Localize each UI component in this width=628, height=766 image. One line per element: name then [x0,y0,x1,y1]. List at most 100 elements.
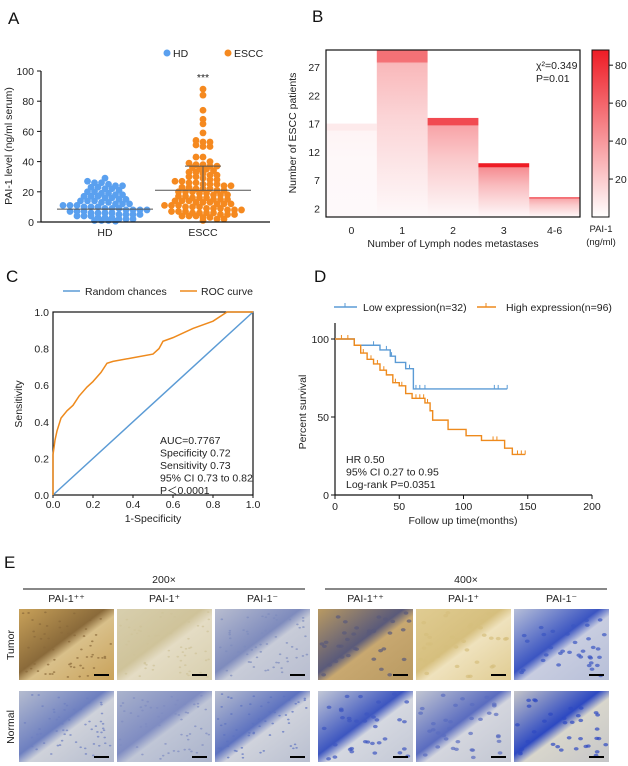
cell-nucleus [146,642,149,645]
cell-nucleus [185,734,189,737]
y-tick-label: 60 [22,126,34,138]
cell-nucleus [205,732,208,735]
legend-escc-marker [224,49,232,57]
cell-nucleus [280,667,283,670]
cell-nucleus [217,747,220,750]
cell-nucleus [372,724,378,729]
legend-hd-marker [163,49,171,57]
cell-nucleus [58,744,62,747]
cell-nucleus [526,704,532,708]
data-point-escc [161,201,168,209]
ihc-image-tissue [117,691,212,762]
cell-nucleus [232,735,235,738]
cell-nucleus [188,670,191,673]
cell-nucleus [278,653,282,656]
cell-nucleus [435,654,441,659]
cell-nucleus [228,637,232,640]
cell-nucleus [141,699,144,702]
x-tick-label: 200 [583,501,601,513]
cell-nucleus [423,632,429,637]
cell-nucleus [27,646,30,649]
cell-nucleus [258,725,261,728]
cell-nucleus [65,704,69,707]
cell-nucleus [448,720,453,724]
data-point-escc [171,177,179,185]
cell-nucleus [66,676,70,678]
column-label: PAI-1⁻ [546,593,577,605]
cell-nucleus [387,631,393,635]
cell-nucleus [183,664,187,667]
cell-nucleus [141,753,144,756]
data-point-escc [238,206,245,214]
cell-nucleus [362,719,368,723]
cell-nucleus [532,698,537,702]
cell-nucleus [453,703,458,708]
cell-nucleus [397,751,403,755]
cell-nucleus [548,645,554,650]
y-tick-label: 20 [22,187,34,199]
cell-nucleus [550,629,556,634]
cell-nucleus [97,744,101,747]
cell-nucleus [524,639,530,643]
cell-nucleus [243,645,247,648]
cell-nucleus [90,655,93,658]
cell-nucleus [139,706,143,709]
cell-nucleus [254,646,258,649]
cell-nucleus [132,653,136,656]
stats-annotation: Specificity 0.72 [160,448,231,460]
cell-nucleus [133,629,137,631]
cell-nucleus [474,660,480,664]
cell-nucleus [531,730,537,734]
cell-nucleus [196,624,200,627]
cell-nucleus [60,631,63,634]
cell-nucleus [298,626,302,629]
y-tick-label: 50 [317,412,329,424]
cell-nucleus [207,618,211,621]
x-tick-label: 0.6 [166,499,181,511]
cell-nucleus [401,747,407,751]
cell-nucleus [94,634,98,636]
cell-nucleus [583,744,589,749]
cell-nucleus [35,748,38,751]
cell-nucleus [53,658,56,661]
x-tick-escc: ESCC [188,227,218,239]
y-tick-label: 100 [16,66,34,78]
cell-nucleus [521,633,527,638]
cell-nucleus [149,706,153,709]
x-tick-label: 0.0 [46,499,61,511]
cell-nucleus [204,650,207,653]
cell-nucleus [326,705,332,709]
cell-nucleus [290,645,294,648]
cell-nucleus [302,626,305,628]
x-tick-label: 4-6 [547,225,562,237]
cell-nucleus [127,640,131,643]
cell-nucleus [101,727,105,730]
cell-nucleus [39,637,43,640]
cell-nucleus [119,624,122,627]
cell-nucleus [230,644,233,647]
cell-nucleus [293,743,297,746]
cell-nucleus [87,701,91,704]
data-point-escc [203,205,210,212]
ihc-image-normal-400x-2 [514,691,609,762]
cell-nucleus [99,617,103,620]
cell-nucleus [572,640,578,645]
cell-nucleus [22,667,26,670]
y-tick-label: 12 [308,147,320,159]
cell-nucleus [130,633,134,636]
cell-nucleus [346,716,352,721]
cell-nucleus [376,741,382,745]
cell-nucleus [219,747,223,750]
cell-nucleus [63,709,66,711]
y-axis-title: Sensitivity [13,380,25,428]
cell-nucleus [268,734,272,736]
colorbar [591,49,610,218]
x-axis-title: Follow up time(months) [408,515,517,527]
cell-nucleus [100,703,103,706]
cell-nucleus [55,718,59,721]
y-tick-label: 2 [314,204,320,216]
column-label: PAI-1⁻ [247,593,278,605]
cell-nucleus [495,636,501,641]
cell-nucleus [285,642,289,644]
cell-nucleus [469,716,474,721]
